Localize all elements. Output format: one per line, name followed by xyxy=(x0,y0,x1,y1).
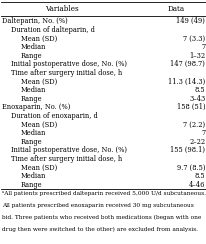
Text: 149 (49): 149 (49) xyxy=(176,17,204,25)
Text: ᵃAll patients prescribed dalteparin received 5,000 U/d subcutaneous.: ᵃAll patients prescribed dalteparin rece… xyxy=(2,191,205,196)
Text: Median: Median xyxy=(21,86,46,94)
Text: Time after surgery initial dose, h: Time after surgery initial dose, h xyxy=(11,69,122,77)
Text: 4–46: 4–46 xyxy=(188,181,204,189)
Text: Range: Range xyxy=(21,138,42,146)
Text: Enoxaparin, No. (%): Enoxaparin, No. (%) xyxy=(2,103,70,111)
Text: drug then were switched to the other) are excluded from analysis.: drug then were switched to the other) ar… xyxy=(2,227,197,232)
Text: Median: Median xyxy=(21,129,46,137)
Text: Median: Median xyxy=(21,172,46,180)
Text: bid. Three patients who received both medications (began with one: bid. Three patients who received both me… xyxy=(2,215,200,220)
Text: 8.5: 8.5 xyxy=(194,172,204,180)
Text: 155 (98.1): 155 (98.1) xyxy=(170,146,204,154)
Text: 2–22: 2–22 xyxy=(188,138,204,146)
Text: Time after surgery initial dose, h: Time after surgery initial dose, h xyxy=(11,155,122,163)
Text: 7: 7 xyxy=(200,129,204,137)
Text: All patients prescribed enoxaparin received 30 mg subcutaneous: All patients prescribed enoxaparin recei… xyxy=(2,203,192,208)
Text: 11.3 (14.3): 11.3 (14.3) xyxy=(167,78,204,85)
Text: 7 (3.3): 7 (3.3) xyxy=(182,34,204,42)
Text: 8.5: 8.5 xyxy=(194,86,204,94)
Text: Range: Range xyxy=(21,52,42,60)
Text: 3–43: 3–43 xyxy=(188,95,204,103)
Text: Mean (SD): Mean (SD) xyxy=(21,163,57,172)
Text: Mean (SD): Mean (SD) xyxy=(21,34,57,42)
Text: Mean (SD): Mean (SD) xyxy=(21,78,57,85)
Text: Duration of dalteparin, d: Duration of dalteparin, d xyxy=(11,26,95,34)
Text: 1–32: 1–32 xyxy=(188,52,204,60)
Text: 158 (51): 158 (51) xyxy=(176,103,204,111)
Text: 7: 7 xyxy=(200,43,204,51)
Text: Duration of enoxaparin, d: Duration of enoxaparin, d xyxy=(11,112,98,120)
Text: Range: Range xyxy=(21,181,42,189)
Text: 7 (2.2): 7 (2.2) xyxy=(182,121,204,129)
Text: 147 (98.7): 147 (98.7) xyxy=(170,60,204,68)
Text: Range: Range xyxy=(21,95,42,103)
Text: Variables: Variables xyxy=(45,5,78,13)
Text: Initial postoperative dose, No. (%): Initial postoperative dose, No. (%) xyxy=(11,146,127,154)
Text: Dalteparin, No. (%): Dalteparin, No. (%) xyxy=(2,17,67,25)
Text: Initial postoperative dose, No. (%): Initial postoperative dose, No. (%) xyxy=(11,60,127,68)
Text: 9.7 (8.5): 9.7 (8.5) xyxy=(176,163,204,172)
Text: Mean (SD): Mean (SD) xyxy=(21,121,57,129)
Text: Median: Median xyxy=(21,43,46,51)
Text: Data: Data xyxy=(167,5,184,13)
